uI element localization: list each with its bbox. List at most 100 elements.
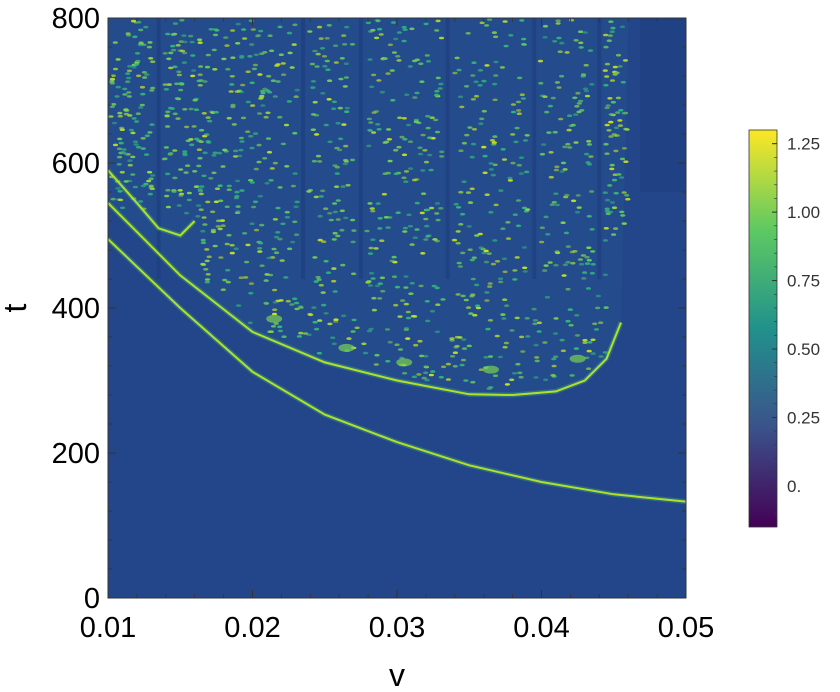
data-dot — [567, 308, 573, 311]
data-dot — [362, 351, 369, 355]
data-dot — [402, 230, 408, 233]
data-dot — [226, 184, 232, 188]
data-dot — [366, 144, 372, 148]
data-dot — [133, 63, 140, 66]
data-dot — [545, 233, 551, 236]
data-dot — [455, 293, 461, 296]
data-dot — [332, 202, 338, 205]
data-dot — [409, 243, 415, 246]
data-dot — [128, 128, 134, 132]
data-dot — [286, 31, 293, 35]
data-dot — [536, 330, 542, 333]
data-dot — [367, 58, 373, 61]
data-dot — [337, 106, 343, 110]
data-dot — [623, 160, 629, 163]
data-dot — [393, 172, 399, 176]
data-dot — [382, 141, 388, 144]
data-dot — [366, 329, 372, 333]
data-dot — [327, 79, 333, 82]
data-dot — [469, 187, 475, 191]
data-dot — [477, 84, 483, 87]
data-dot — [332, 210, 338, 214]
data-dot — [546, 131, 552, 134]
data-dot — [524, 134, 530, 137]
data-dot — [251, 205, 257, 209]
data-dot — [341, 123, 347, 126]
data-dot — [182, 40, 188, 44]
data-dot — [622, 59, 629, 62]
data-dot — [259, 52, 265, 55]
data-dot — [351, 272, 357, 276]
data-dot — [488, 386, 494, 389]
data-dot — [500, 148, 506, 151]
data-dot — [397, 116, 403, 120]
data-dot — [424, 224, 430, 228]
data-dot — [551, 357, 557, 361]
data-dot — [555, 22, 561, 25]
data-dot — [543, 215, 549, 219]
data-dot — [292, 23, 298, 27]
data-dot — [108, 115, 114, 118]
data-dot — [584, 262, 591, 265]
data-dot — [423, 371, 429, 375]
data-dot — [171, 48, 177, 52]
data-dot — [375, 202, 381, 205]
data-dot — [371, 308, 377, 312]
data-dot — [163, 88, 169, 91]
data-dot — [139, 85, 146, 89]
data-dot — [257, 241, 264, 245]
data-dot — [136, 74, 142, 78]
data-dot — [184, 125, 190, 129]
data-dot — [330, 336, 336, 340]
turbulent-region — [108, 18, 629, 395]
data-dot — [452, 351, 458, 355]
data-dot — [186, 198, 192, 202]
data-dot — [453, 345, 459, 349]
data-dot — [115, 58, 121, 61]
data-dot — [603, 142, 609, 146]
data-dot — [470, 277, 476, 281]
data-dot — [196, 79, 202, 83]
data-dot — [271, 312, 278, 316]
data-dot — [181, 34, 187, 37]
data-dot — [224, 205, 230, 209]
data-dot — [179, 82, 185, 86]
data-dot — [377, 282, 383, 286]
data-dot — [418, 62, 424, 65]
data-dot — [509, 378, 515, 382]
data-dot — [143, 25, 149, 29]
data-dot — [314, 327, 320, 331]
data-dot — [381, 192, 387, 196]
data-dot — [121, 148, 127, 151]
data-dot — [116, 163, 122, 166]
data-dot — [390, 21, 397, 24]
data-dot — [294, 200, 300, 204]
data-dot — [589, 190, 595, 193]
data-dot — [253, 53, 259, 57]
data-dot — [318, 37, 324, 40]
data-dot — [463, 298, 469, 302]
data-dot — [584, 152, 590, 156]
data-dot — [235, 42, 241, 45]
data-dot — [320, 291, 326, 294]
data-dot — [343, 158, 349, 162]
data-dot — [250, 28, 256, 31]
data-dot — [328, 218, 334, 222]
data-dot — [380, 289, 386, 293]
data-dot — [176, 70, 182, 74]
data-dot — [361, 342, 367, 346]
data-dot — [458, 190, 464, 194]
data-dot — [367, 284, 373, 287]
data-dot — [621, 111, 627, 115]
data-dot — [141, 43, 147, 47]
x-tick-label: 0.04 — [513, 612, 569, 644]
data-dot — [587, 341, 593, 344]
data-dot — [374, 353, 380, 357]
data-dot — [578, 30, 584, 33]
data-dot — [136, 20, 142, 24]
data-dot — [565, 142, 571, 146]
data-dot — [503, 341, 509, 345]
data-dot — [563, 231, 570, 235]
data-dot — [130, 131, 136, 135]
data-dot — [552, 40, 558, 43]
